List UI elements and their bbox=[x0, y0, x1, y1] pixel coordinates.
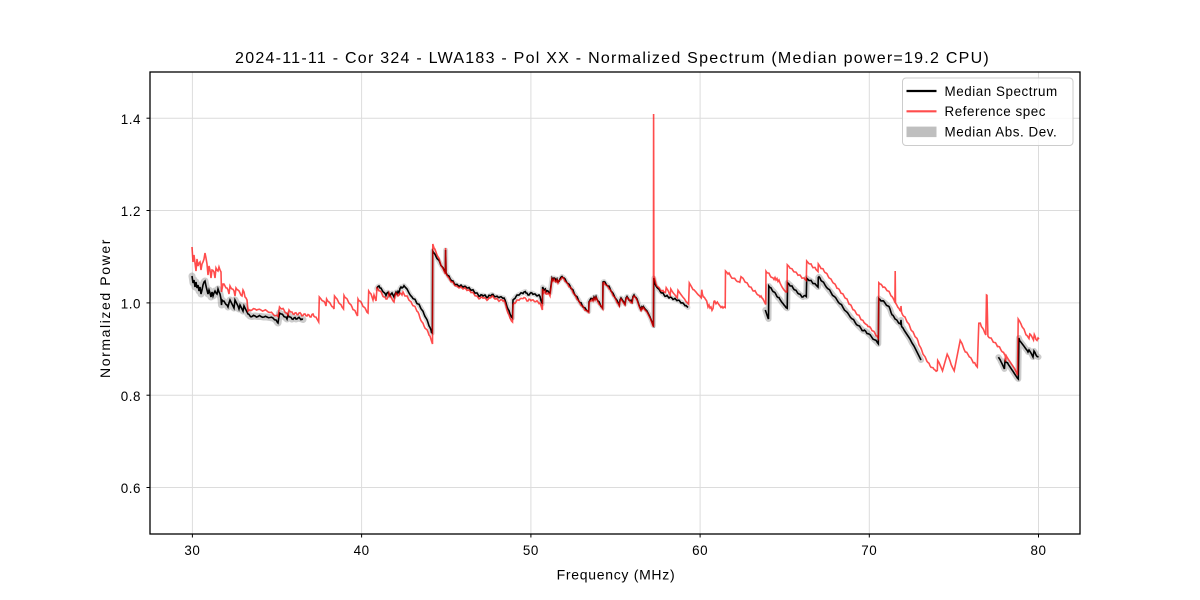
svg-text:Reference spec: Reference spec bbox=[945, 104, 1047, 119]
svg-text:Frequency (MHz): Frequency (MHz) bbox=[557, 567, 676, 583]
svg-text:1.2: 1.2 bbox=[121, 204, 141, 219]
svg-text:2024-11-11 - Cor 324 - LWA183: 2024-11-11 - Cor 324 - LWA183 - Pol XX -… bbox=[235, 50, 990, 67]
svg-text:Median Abs. Dev.: Median Abs. Dev. bbox=[945, 124, 1058, 139]
svg-text:0.6: 0.6 bbox=[121, 481, 141, 496]
svg-text:1.4: 1.4 bbox=[121, 112, 141, 127]
svg-text:Median Spectrum: Median Spectrum bbox=[945, 84, 1058, 99]
svg-text:40: 40 bbox=[354, 543, 370, 558]
svg-text:50: 50 bbox=[523, 543, 539, 558]
svg-text:0.8: 0.8 bbox=[121, 389, 141, 404]
svg-text:60: 60 bbox=[692, 543, 708, 558]
svg-text:1.0: 1.0 bbox=[121, 297, 141, 312]
svg-text:70: 70 bbox=[861, 543, 877, 558]
svg-text:Normalized Power: Normalized Power bbox=[97, 238, 113, 378]
svg-text:80: 80 bbox=[1031, 543, 1047, 558]
svg-text:30: 30 bbox=[184, 543, 200, 558]
